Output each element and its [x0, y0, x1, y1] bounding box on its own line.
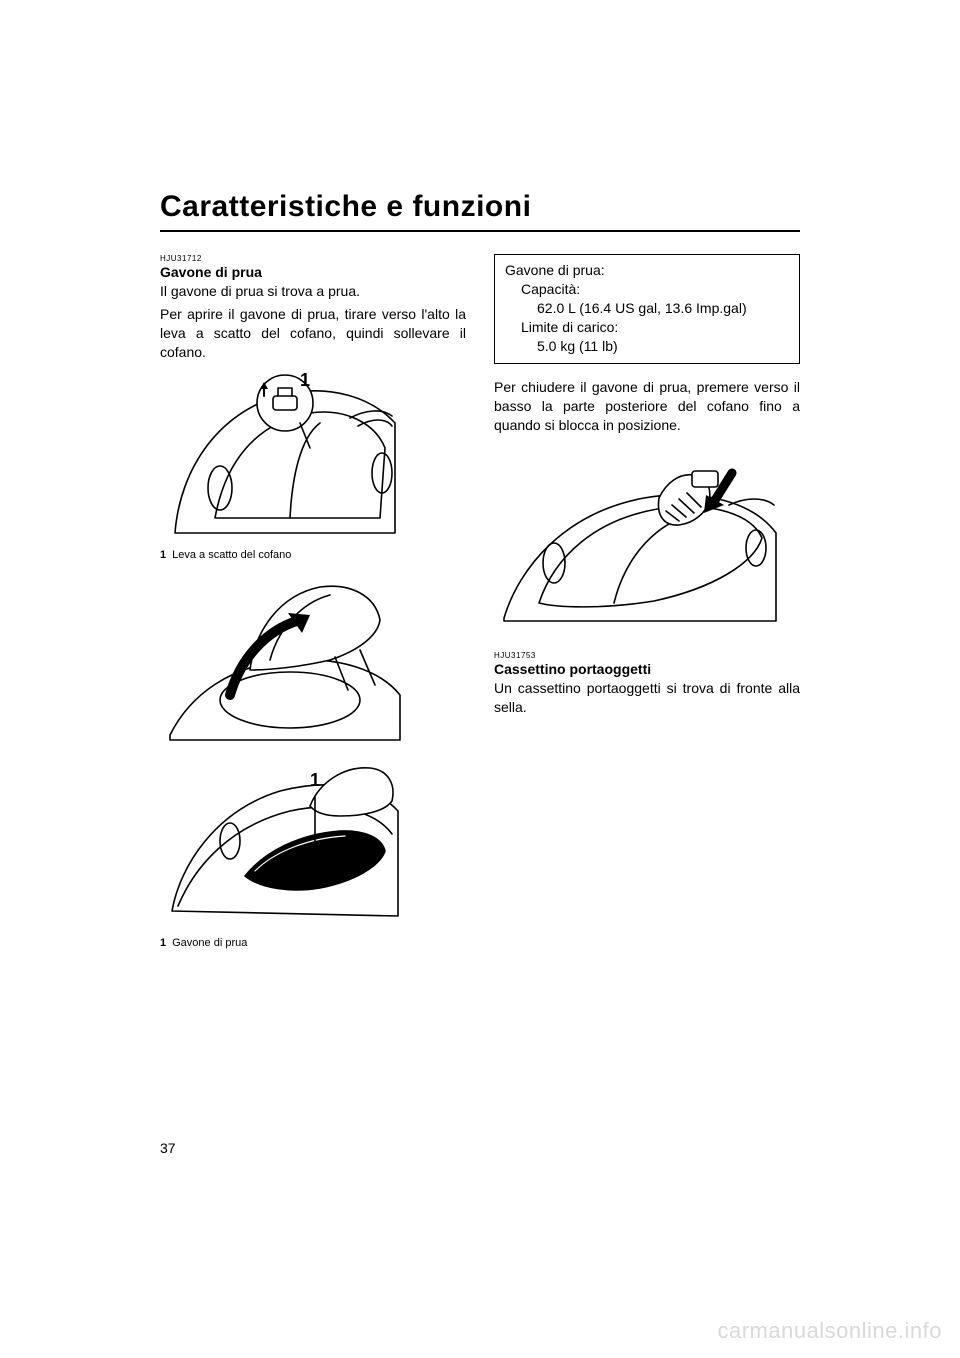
figure-bow-storage: 1: [160, 756, 466, 931]
section-heading-glovebox: Cassettino portaoggetti: [494, 661, 800, 677]
caption-number: 1: [160, 937, 166, 949]
caption-number: 1: [160, 549, 166, 561]
left-column: HJU31712 Gavone di prua Il gavone di pru…: [160, 254, 466, 963]
diagram-hood-latch: 1: [160, 368, 410, 543]
watermark: carmanualsonline.info: [717, 1318, 942, 1344]
diagram-hood-open: [160, 575, 410, 750]
spec-title: Gavone di prua:: [505, 261, 789, 280]
body-paragraph: Per aprire il gavone di prua, tirare ver…: [160, 305, 466, 362]
diagram-close-hood: [494, 453, 784, 633]
figure-caption: 1 Gavone di prua: [160, 937, 466, 949]
reference-code: HJU31712: [160, 254, 466, 263]
two-column-layout: HJU31712 Gavone di prua Il gavone di pru…: [160, 254, 800, 963]
figure-close-hood: [494, 453, 800, 633]
page-title: Caratteristiche e funzioni: [160, 190, 800, 232]
spec-box: Gavone di prua: Capacità: 62.0 L (16.4 U…: [494, 254, 800, 364]
callout-number: 1: [300, 370, 310, 390]
spec-value-load: 5.0 kg (11 lb): [505, 337, 789, 356]
body-paragraph: Un cassettino portaoggetti si trova di f…: [494, 679, 800, 717]
body-paragraph: Per chiudere il gavone di prua, premere …: [494, 378, 800, 435]
body-paragraph: Il gavone di prua si trova a prua.: [160, 282, 466, 301]
right-column: Gavone di prua: Capacità: 62.0 L (16.4 U…: [494, 254, 800, 963]
spec-label-load: Limite di carico:: [505, 318, 789, 337]
section-heading-bow-storage: Gavone di prua: [160, 264, 466, 280]
spec-label-capacity: Capacità:: [505, 280, 789, 299]
callout-number: 1: [310, 770, 320, 790]
diagram-bow-storage: 1: [160, 756, 410, 931]
manual-page: Caratteristiche e funzioni HJU31712 Gavo…: [160, 190, 800, 963]
figure-caption: 1 Leva a scatto del cofano: [160, 549, 466, 561]
caption-text: Gavone di prua: [172, 937, 247, 949]
figure-hood-open: [160, 575, 466, 750]
caption-text: Leva a scatto del cofano: [172, 549, 291, 561]
page-number: 37: [160, 1140, 176, 1156]
reference-code: HJU31753: [494, 651, 800, 660]
figure-hood-latch: 1: [160, 368, 466, 543]
spec-value-capacity: 62.0 L (16.4 US gal, 13.6 Imp.gal): [505, 299, 789, 318]
